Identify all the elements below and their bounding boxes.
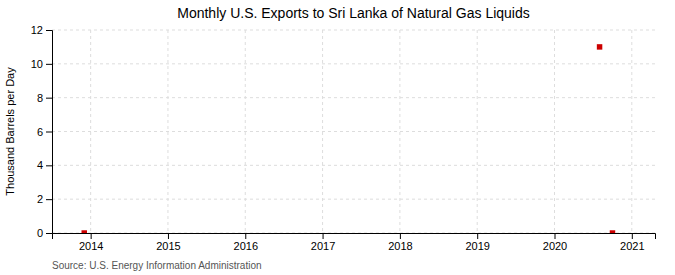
tick: 8 [37,92,52,104]
y-axis-label: Thousand Barrels per Day [4,67,16,196]
tick-label: 2018 [388,240,412,252]
title: Monthly U.S. Exports to Sri Lanka of Nat… [177,5,530,21]
tick-label: 2 [37,193,43,205]
grid-line [52,97,655,98]
tick-label: 10 [31,58,43,70]
tick-mark [477,233,478,239]
tick-mark [46,30,52,31]
source: Source: U.S. Energy Information Administ… [52,260,262,271]
tick-label: 2015 [156,240,180,252]
tick-label: 8 [37,92,43,104]
tick-mark [555,233,556,239]
tick: 2017 [311,233,335,252]
tick-label: 12 [31,24,43,36]
tick-mark [46,233,52,234]
tick-label: 2020 [543,240,567,252]
tick-label: 4 [37,159,43,171]
point [610,230,615,233]
tick: 4 [37,159,52,171]
tick: 12 [31,24,52,36]
grid-line [631,30,632,233]
grid-line [554,30,555,233]
points [81,44,615,233]
axis-line [46,31,53,234]
tick-mark [245,233,246,239]
tick-label: 2017 [311,240,335,252]
tick-label: 2014 [79,240,103,252]
point [597,44,602,49]
y-axis: 0 2 4 6 8 10 12 [31,24,53,239]
tick-mark [91,233,92,239]
tick-mark [46,165,52,166]
tick: 6 [37,126,52,138]
grid-line [52,199,655,200]
point [81,230,86,233]
tick-mark [323,233,324,239]
tick-label: 0 [37,227,43,239]
tick: 2020 [543,233,567,252]
grid-line [52,131,655,132]
tick: 2019 [465,233,489,252]
tick-label: 2021 [620,240,644,252]
tick-label: 6 [37,126,43,138]
tick-mark [46,132,52,133]
tick: 10 [31,58,52,70]
tick: 0 [37,227,52,239]
tick: 2016 [234,233,258,252]
tick-mark [46,199,52,200]
grid-line [52,30,655,31]
plot-area: 2014 2015 2016 2017 2018 2019 2020 2021 0 2 4 6 8 10 1… [31,24,656,252]
tick-mark [46,64,52,65]
tick: 2014 [79,233,103,252]
grid-line [52,63,655,64]
tick-mark [632,233,633,239]
tick: 2015 [156,233,180,252]
axis-line [53,234,656,240]
tick-mark [168,233,169,239]
x-axis: 2014 2015 2016 2017 2018 2019 2020 2021 [53,233,656,252]
grid-line [52,165,655,166]
tick-label: 2016 [234,240,258,252]
chart: 2014 2015 2016 2017 2018 2019 2020 2021 0 2 4 6 8 10 1… [0,0,675,275]
grid [52,30,655,233]
tick: 2 [37,193,52,205]
tick-label: 2019 [465,240,489,252]
tick-mark [400,233,401,239]
tick: 2021 [620,233,644,252]
tick: 2018 [388,233,412,252]
tick-mark [46,98,52,99]
grid-line [477,30,478,233]
